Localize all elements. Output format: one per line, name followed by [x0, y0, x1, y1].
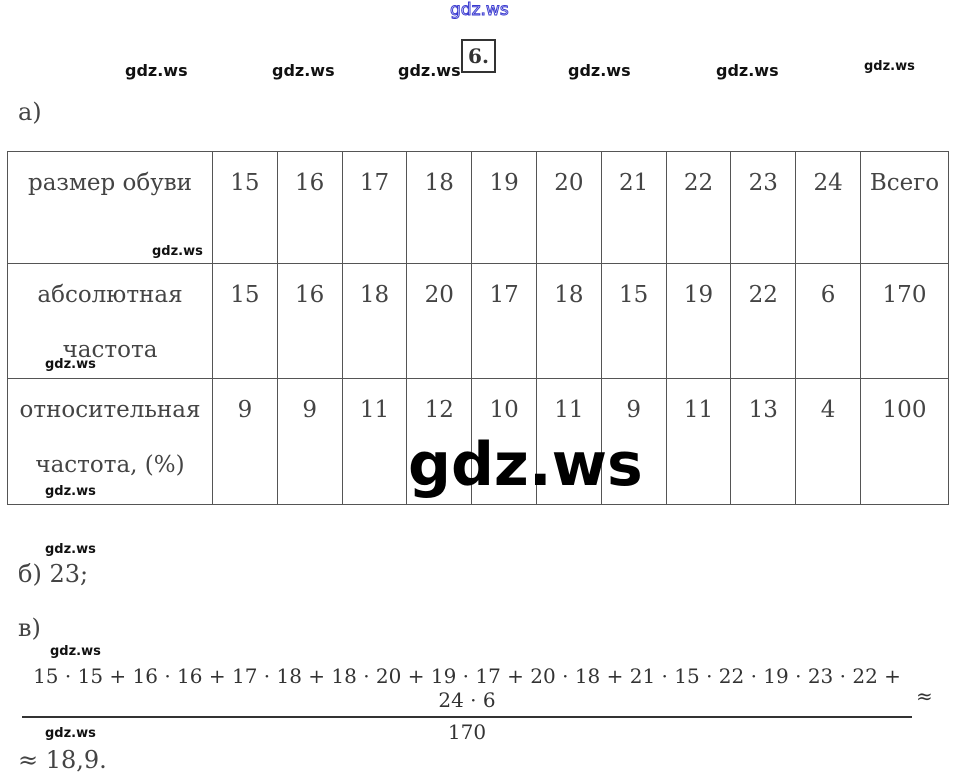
watermark: gdz.ws	[50, 644, 101, 659]
watermark: gdz.ws	[864, 59, 915, 74]
cell: 15	[212, 151, 278, 264]
row-header: размер обуви	[7, 151, 213, 264]
cell: 24	[795, 151, 861, 264]
cell: 12	[406, 378, 473, 505]
watermark: gdz.ws	[45, 357, 96, 372]
watermark-large: gdz.ws	[408, 430, 643, 500]
cell: 19	[471, 151, 537, 264]
table-row: относительная частота, (%) 9 9 11 12 10 …	[7, 378, 949, 505]
watermark: gdz.ws	[716, 61, 779, 80]
cell: 17	[341, 151, 408, 264]
cell: 16	[276, 151, 343, 264]
cell: 16	[276, 263, 343, 379]
shoe-size-table: размер обуви 15 16 17 18 19 20 21 22 23 …	[7, 151, 949, 505]
cell: 20	[406, 263, 473, 379]
cell: 9	[600, 378, 667, 505]
watermark: gdz.ws	[125, 61, 188, 80]
watermark: gdz.ws	[45, 726, 96, 741]
row-header: абсолютная частота	[7, 263, 213, 379]
part-c-result: ≈ 18,9.	[18, 746, 107, 774]
cell: 100	[860, 378, 949, 505]
cell: 21	[600, 151, 667, 264]
problem-number: 6.	[461, 39, 496, 73]
watermark: gdz.ws	[152, 244, 203, 259]
cell: 170	[860, 263, 949, 379]
part-c-label: в)	[18, 614, 41, 642]
cell: 22	[730, 263, 797, 379]
table-row: абсолютная частота 15 16 18 20 17 18 15 …	[7, 263, 949, 379]
cell: 6	[795, 263, 861, 379]
cell: 15	[600, 263, 667, 379]
cell: 9	[212, 378, 278, 505]
cell: 13	[730, 378, 797, 505]
part-b-answer: б) 23;	[18, 560, 89, 588]
cell: 18	[406, 151, 473, 264]
cell: 11	[341, 378, 408, 505]
table-row: размер обуви 15 16 17 18 19 20 21 22 23 …	[7, 151, 949, 264]
watermark: gdz.ws	[450, 0, 510, 20]
cell: 17	[471, 263, 537, 379]
approx-sign: ≈	[916, 684, 933, 708]
formula-denominator: 170	[447, 720, 487, 744]
cell: 4	[795, 378, 861, 505]
cell: Всего	[860, 151, 949, 264]
watermark: gdz.ws	[398, 61, 461, 80]
cell: 11	[535, 378, 602, 505]
mean-formula: 15 · 15 + 16 · 16 + 17 · 18 + 18 · 20 + …	[22, 664, 912, 744]
watermark: gdz.ws	[272, 61, 335, 80]
cell: 18	[535, 263, 602, 379]
cell: 23	[730, 151, 797, 264]
cell: 18	[341, 263, 408, 379]
cell: 20	[535, 151, 602, 264]
part-a-label: а)	[18, 98, 42, 126]
watermark: gdz.ws	[45, 484, 96, 499]
cell: 19	[665, 263, 732, 379]
cell: 10	[471, 378, 537, 505]
row-header: относительная частота, (%)	[7, 378, 213, 505]
watermark: gdz.ws	[568, 61, 631, 80]
cell: 11	[665, 378, 732, 505]
watermark: gdz.ws	[45, 542, 96, 557]
cell: 15	[212, 263, 278, 379]
cell: 9	[276, 378, 343, 505]
formula-numerator: 15 · 15 + 16 · 16 + 17 · 18 + 18 · 20 + …	[22, 664, 912, 718]
cell: 22	[665, 151, 732, 264]
